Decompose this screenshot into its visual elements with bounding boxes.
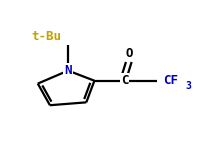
Text: C: C [120,74,128,87]
Text: 3: 3 [184,81,190,91]
Text: N: N [64,64,72,77]
Text: O: O [124,47,132,60]
Text: t-Bu: t-Bu [31,30,61,42]
Text: CF: CF [162,74,177,87]
